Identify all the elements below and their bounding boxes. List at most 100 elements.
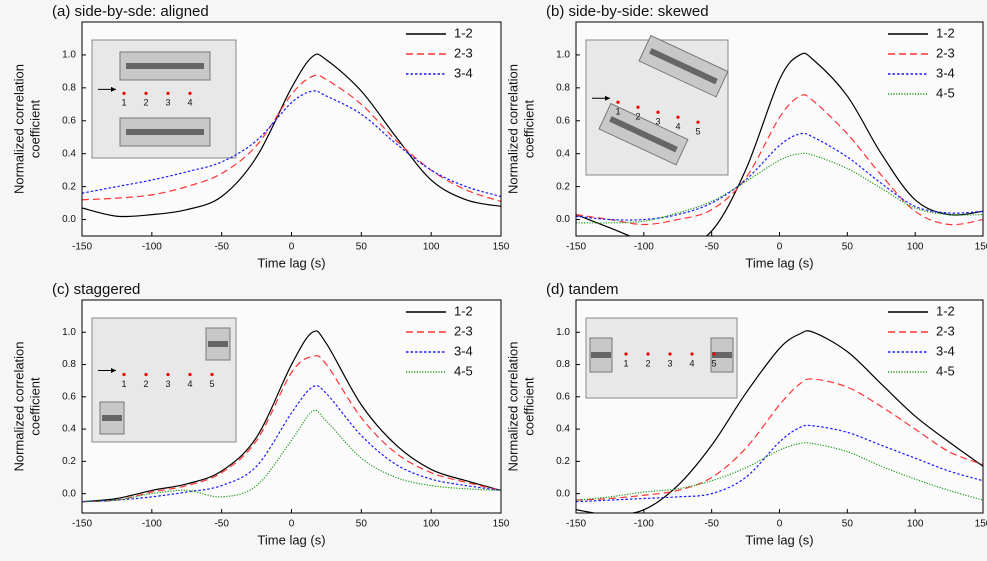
legend-label: 3-4 <box>454 343 473 358</box>
x-tick-label: 0 <box>289 519 295 530</box>
x-tick-label: -150 <box>72 519 92 530</box>
inset-num: 1 <box>121 98 126 108</box>
y-axis-label: Normalized correlation <box>11 64 26 194</box>
x-axis-label: Time lag (s) <box>745 255 813 270</box>
inset-num: 2 <box>645 358 650 368</box>
inset-num: 1 <box>623 358 628 368</box>
y-tick-label: 0.6 <box>62 391 76 402</box>
plot-frame <box>575 299 984 514</box>
inset: 1 2 3 4 5 <box>585 34 729 176</box>
legend-label: 4-5 <box>936 363 955 378</box>
series-line <box>82 90 501 198</box>
series-group <box>82 330 501 503</box>
y-tick-label: 0.6 <box>62 115 76 126</box>
x-tick-label: 150 <box>493 242 510 253</box>
legend-label: 1-2 <box>454 25 473 40</box>
legend-label: 3-4 <box>454 65 473 80</box>
legend-label: 1-2 <box>936 25 955 40</box>
inset-num: 3 <box>165 379 170 389</box>
inset-num: 1 <box>615 107 620 117</box>
inset-num: 3 <box>655 117 660 127</box>
series-line <box>82 74 501 203</box>
building-core <box>208 341 228 347</box>
y-tick-label: 0.0 <box>62 214 76 225</box>
x-tick-label: -150 <box>72 242 92 253</box>
wind-arrow-head <box>111 86 116 92</box>
series-line <box>82 355 501 503</box>
inset-num: 3 <box>165 98 170 108</box>
x-tick-label: -50 <box>704 242 719 253</box>
y-axis-label: coefficient <box>521 377 536 436</box>
y-tick-label: 0.6 <box>556 115 570 126</box>
building-core <box>102 415 122 421</box>
x-tick-label: -150 <box>566 519 586 530</box>
inset-num: 5 <box>695 127 700 137</box>
inset: 1 2 3 4 5 <box>91 317 237 443</box>
x-tick-label: 0 <box>777 519 783 530</box>
legend-label: 2-3 <box>454 45 473 60</box>
legend-label: 2-3 <box>936 323 955 338</box>
inset-num: 2 <box>635 112 640 122</box>
building-core <box>126 63 204 69</box>
inset-num: 4 <box>187 379 192 389</box>
series-group <box>82 53 501 218</box>
x-axis-label: Time lag (s) <box>745 532 813 547</box>
x-tick-label: 150 <box>975 242 987 253</box>
y-tick-label: 0.8 <box>556 359 570 370</box>
x-tick-label: -100 <box>634 519 654 530</box>
building-core <box>649 48 718 85</box>
inset: 1 2 3 4 <box>91 39 237 159</box>
y-tick-label: 1.0 <box>62 327 76 338</box>
y-tick-label: 0.4 <box>62 424 76 435</box>
legend-label: 4-5 <box>936 85 955 100</box>
series-line <box>576 152 983 224</box>
legend-label: 3-4 <box>936 343 955 358</box>
x-tick-label: 50 <box>356 242 368 253</box>
x-tick-label: 50 <box>356 519 368 530</box>
y-tick-label: 0.0 <box>556 488 570 499</box>
y-tick-label: 0.2 <box>556 456 570 467</box>
inset-num: 2 <box>143 379 148 389</box>
inset: 1 2 3 4 5 <box>585 317 738 399</box>
y-tick-label: 1.0 <box>556 50 570 61</box>
wind-arrow-head <box>605 95 610 101</box>
legend-label: 3-4 <box>936 65 955 80</box>
building-core <box>126 129 204 135</box>
x-tick-label: -100 <box>142 242 162 253</box>
legend-label: 2-3 <box>936 45 955 60</box>
legend-label: 2-3 <box>454 323 473 338</box>
y-axis-label: coefficient <box>27 99 42 158</box>
plot-frame <box>575 21 984 237</box>
legend-label: 4-5 <box>454 363 473 378</box>
building-core <box>609 116 678 153</box>
sensor-dot <box>624 352 628 356</box>
y-axis-label: Normalized correlation <box>505 341 520 471</box>
panel: (c) staggered Normalized correlation coeff… <box>11 281 509 547</box>
building-core <box>591 352 611 358</box>
y-tick-label: 0.2 <box>62 456 76 467</box>
x-axis-label: Time lag (s) <box>257 255 325 270</box>
series-line <box>82 330 501 503</box>
legend-label: 1-2 <box>936 303 955 318</box>
legend-label: 1-2 <box>454 303 473 318</box>
series-line <box>576 94 983 226</box>
inset-num: 4 <box>187 98 192 108</box>
chart-title: (d) tandem <box>546 281 619 298</box>
building-core <box>712 352 732 358</box>
sensor-dot <box>144 91 148 95</box>
series-line <box>82 385 501 503</box>
sensor-dot <box>690 352 694 356</box>
y-tick-label: 0.4 <box>556 148 570 159</box>
sensor-dot <box>188 372 192 377</box>
series-line <box>82 409 501 503</box>
panel: (d) tandem Normalized correlation coeffici… <box>505 281 987 547</box>
chart-title: (b) side-by-side: skewed <box>546 3 709 20</box>
x-axis-label: Time lag (s) <box>257 532 325 547</box>
plot-frame <box>81 299 502 514</box>
series-line <box>576 378 983 501</box>
series-line <box>576 52 983 236</box>
y-tick-label: 0.4 <box>62 148 76 159</box>
y-tick-label: 0.2 <box>556 181 570 192</box>
sensor-dot <box>188 91 192 95</box>
